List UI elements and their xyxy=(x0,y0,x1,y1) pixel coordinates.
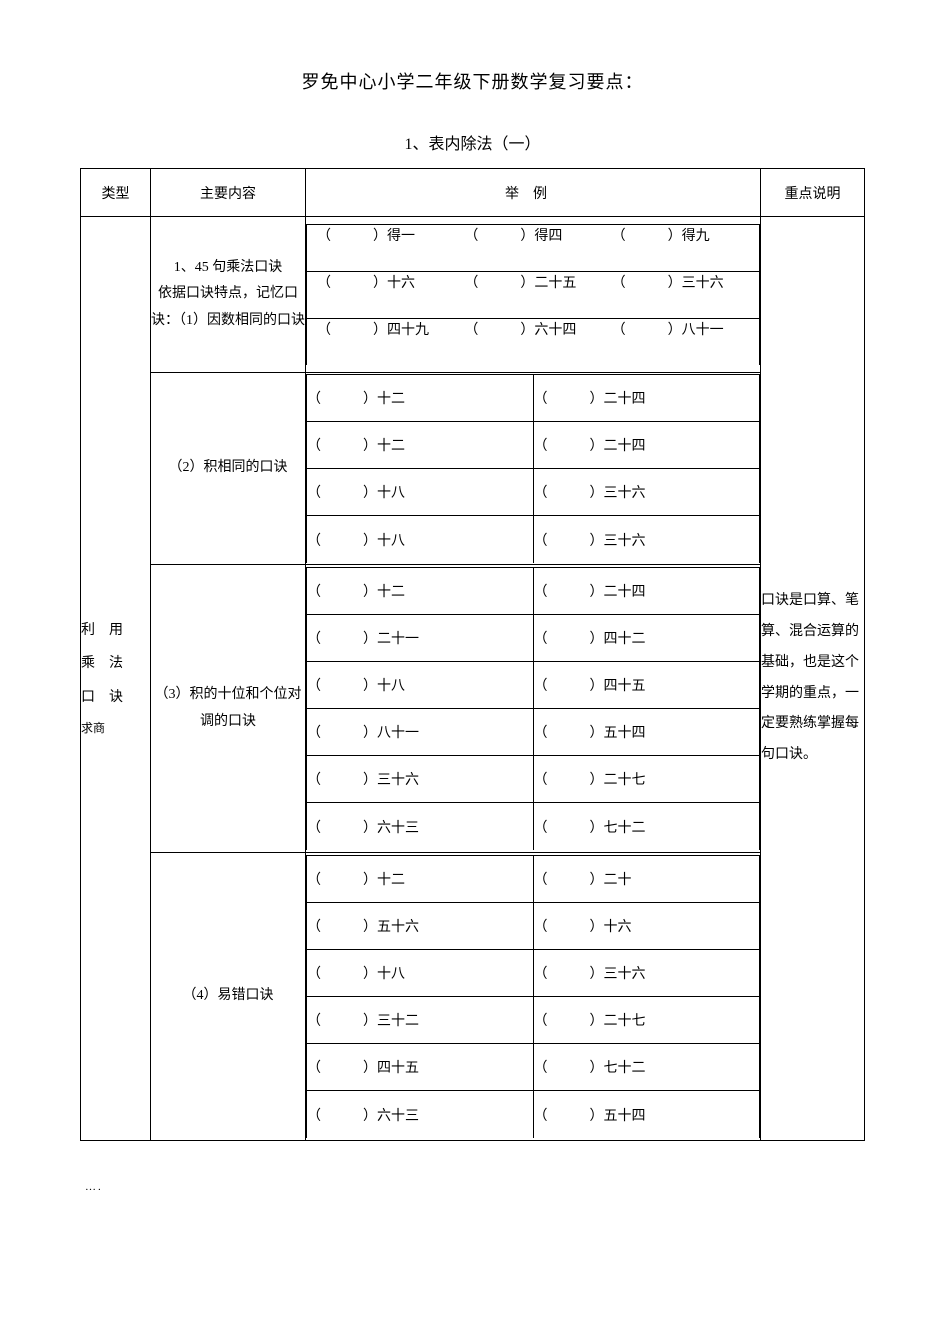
example-row: （ ）十六（ ）二十五（ ）三十六 xyxy=(307,271,760,318)
notes-cell: 口诀是口算、笔算、混合运算的基础，也是这个学期的重点，一定要熟练掌握每句口诀。 xyxy=(761,217,865,1141)
review-table: 类型 主要内容 举例 重点说明 利 用 乘 法 口 诀 求商 1、45 句乘法口… xyxy=(80,168,865,1141)
examples-cell: （ ）十二（ ）二十四（ ）二十一（ ）四十二（ ）十八（ ）四十五（ ）八十一… xyxy=(306,565,761,853)
example-cell: （ ）四十二 xyxy=(533,615,760,662)
examples-inner: （ ）得一（ ）得四（ ）得九（ ）十六（ ）二十五（ ）三十六（ ）四十九（ … xyxy=(306,224,760,366)
example-cell: （ ）五十六 xyxy=(307,903,534,950)
table-row: 利 用 乘 法 口 诀 求商 1、45 句乘法口诀 依据口诀特点，记忆口诀：（1… xyxy=(81,217,865,373)
example-cell: （ ）得一（ ）得四（ ）得九 xyxy=(307,224,760,271)
example-cell: （ ）二十七 xyxy=(533,756,760,803)
example-cell: （ ）七十二 xyxy=(533,1044,760,1091)
example-cell: （ ）四十五 xyxy=(533,662,760,709)
example-cell: （ ）六十三 xyxy=(307,803,534,850)
header-type: 类型 xyxy=(81,169,151,217)
table-row: （2）积相同的口诀 （ ）十二（ ）二十四（ ）十二（ ）二十四（ ）十八（ ）… xyxy=(81,373,865,565)
example-row: （ ）五十六（ ）十六 xyxy=(307,903,760,950)
content-line: （3）积的十位和个位对调的口诀 xyxy=(151,682,305,735)
example-cell: （ ）十二 xyxy=(307,422,534,469)
example-item: （ ）二十五 xyxy=(464,272,611,318)
example-cell: （ ）十八 xyxy=(307,516,534,563)
example-cell: （ ）二十七 xyxy=(533,997,760,1044)
header-notes: 重点说明 xyxy=(761,169,865,217)
example-cell: （ ）十六 xyxy=(533,903,760,950)
example-row: （ ）十八（ ）四十五 xyxy=(307,662,760,709)
example-item: （ ）四十九 xyxy=(317,319,464,366)
header-examples: 举例 xyxy=(306,169,761,217)
example-item: （ ）得九 xyxy=(612,225,759,271)
example-item: （ ）得一 xyxy=(317,225,464,271)
type-line: 乘 法 xyxy=(81,647,150,681)
example-row: （ ）四十九（ ）六十四（ ）八十一 xyxy=(307,318,760,365)
page-title: 罗免中心小学二年级下册数学复习要点： xyxy=(80,68,865,94)
example-cell: （ ）六十三 xyxy=(307,1091,534,1138)
type-line-small: 求商 xyxy=(81,714,150,743)
example-row: （ ）六十三（ ）五十四 xyxy=(307,1091,760,1138)
example-cell: （ ）二十 xyxy=(533,856,760,903)
example-row: （ ）三十六（ ）二十七 xyxy=(307,756,760,803)
example-row: （ ）十八（ ）三十六 xyxy=(307,516,760,563)
content-line: （2）积相同的口诀 xyxy=(151,455,305,482)
example-row: （ ）得一（ ）得四（ ）得九 xyxy=(307,224,760,271)
content-cell: （2）积相同的口诀 xyxy=(151,373,306,565)
example-row: （ ）十二（ ）二十四 xyxy=(307,375,760,422)
example-row: （ ）四十五（ ）七十二 xyxy=(307,1044,760,1091)
example-item: （ ）三十六 xyxy=(612,272,759,318)
example-cell: （ ）十二 xyxy=(307,375,534,422)
content-cell: 1、45 句乘法口诀 依据口诀特点，记忆口诀：（1）因数相同的口诀 xyxy=(151,217,306,373)
example-cell: （ ）八十一 xyxy=(307,709,534,756)
examples-cell: （ ）得一（ ）得四（ ）得九（ ）十六（ ）二十五（ ）三十六（ ）四十九（ … xyxy=(306,217,761,373)
example-row: （ ）六十三（ ）七十二 xyxy=(307,803,760,850)
table-row: （3）积的十位和个位对调的口诀 （ ）十二（ ）二十四（ ）二十一（ ）四十二（… xyxy=(81,565,865,853)
example-cell: （ ）十二 xyxy=(307,568,534,615)
example-item: （ ）十六 xyxy=(317,272,464,318)
example-row: （ ）十八（ ）三十六 xyxy=(307,469,760,516)
example-cell: （ ）十八 xyxy=(307,469,534,516)
example-row: （ ）十二（ ）二十 xyxy=(307,856,760,903)
example-row: （ ）十八（ ）三十六 xyxy=(307,950,760,997)
example-cell: （ ）十八 xyxy=(307,950,534,997)
type-line: 利 用 xyxy=(81,614,150,648)
content-line: 依据口诀特点，记忆口诀：（1）因数相同的口诀 xyxy=(151,281,305,334)
example-cell: （ ）三十六 xyxy=(307,756,534,803)
example-cell: （ ）二十四 xyxy=(533,375,760,422)
example-cell: （ ）十六（ ）二十五（ ）三十六 xyxy=(307,271,760,318)
example-row: （ ）十二（ ）二十四 xyxy=(307,422,760,469)
example-cell: （ ）十八 xyxy=(307,662,534,709)
section-title: 1、表内除法（一） xyxy=(80,130,865,154)
table-header-row: 类型 主要内容 举例 重点说明 xyxy=(81,169,865,217)
example-cell: （ ）五十四 xyxy=(533,1091,760,1138)
content-cell: （3）积的十位和个位对调的口诀 xyxy=(151,565,306,853)
example-cell: （ ）三十六 xyxy=(533,516,760,563)
example-cell: （ ）三十六 xyxy=(533,950,760,997)
examples-cell: （ ）十二（ ）二十四（ ）十二（ ）二十四（ ）十八（ ）三十六（ ）十八（ … xyxy=(306,373,761,565)
examples-inner: （ ）十二（ ）二十（ ）五十六（ ）十六（ ）十八（ ）三十六（ ）三十二（ … xyxy=(306,855,760,1138)
example-cell: （ ）十二 xyxy=(307,856,534,903)
example-cell: （ ）三十二 xyxy=(307,997,534,1044)
example-cell: （ ）二十一 xyxy=(307,615,534,662)
type-line: 口 诀 xyxy=(81,681,150,715)
example-cell: （ ）四十五 xyxy=(307,1044,534,1091)
examples-cell: （ ）十二（ ）二十（ ）五十六（ ）十六（ ）十八（ ）三十六（ ）三十二（ … xyxy=(306,853,761,1141)
type-cell: 利 用 乘 法 口 诀 求商 xyxy=(81,217,151,1141)
example-item: （ ）得四 xyxy=(464,225,611,271)
example-cell: （ ）三十六 xyxy=(533,469,760,516)
example-cell: （ ）二十四 xyxy=(533,422,760,469)
example-row: （ ）三十二（ ）二十七 xyxy=(307,997,760,1044)
header-content: 主要内容 xyxy=(151,169,306,217)
example-cell: （ ）二十四 xyxy=(533,568,760,615)
example-item: （ ）八十一 xyxy=(612,319,759,366)
table-row: （4）易错口诀 （ ）十二（ ）二十（ ）五十六（ ）十六（ ）十八（ ）三十六… xyxy=(81,853,865,1141)
example-row: （ ）八十一（ ）五十四 xyxy=(307,709,760,756)
content-line: （4）易错口诀 xyxy=(151,983,305,1010)
example-item: （ ）六十四 xyxy=(464,319,611,366)
example-row: （ ）二十一（ ）四十二 xyxy=(307,615,760,662)
examples-inner: （ ）十二（ ）二十四（ ）十二（ ）二十四（ ）十八（ ）三十六（ ）十八（ … xyxy=(306,374,760,563)
example-cell: （ ）五十四 xyxy=(533,709,760,756)
example-cell: （ ）七十二 xyxy=(533,803,760,850)
content-line: 1、45 句乘法口诀 xyxy=(151,255,305,282)
examples-inner: （ ）十二（ ）二十四（ ）二十一（ ）四十二（ ）十八（ ）四十五（ ）八十一… xyxy=(306,567,760,850)
example-row: （ ）十二（ ）二十四 xyxy=(307,568,760,615)
example-cell: （ ）四十九（ ）六十四（ ）八十一 xyxy=(307,318,760,365)
content-cell: （4）易错口诀 xyxy=(151,853,306,1141)
footer-ellipsis: …. xyxy=(85,1181,865,1193)
